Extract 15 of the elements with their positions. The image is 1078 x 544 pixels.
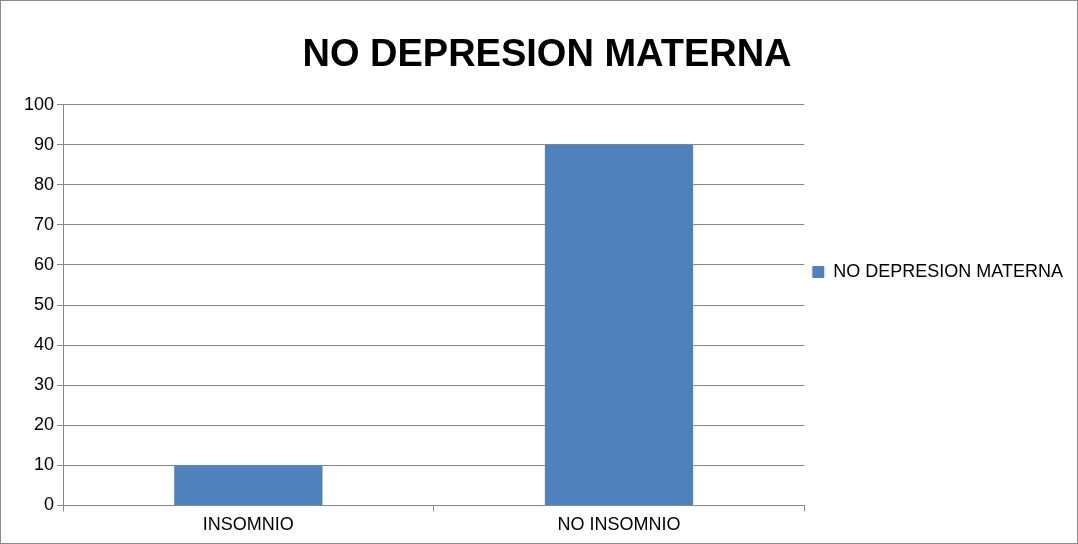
y-tick-label: 0 bbox=[44, 494, 55, 515]
y-tick-label: 40 bbox=[34, 334, 55, 355]
x-tick-label: INSOMNIO bbox=[202, 514, 294, 535]
y-tick-label: 20 bbox=[34, 414, 55, 435]
legend-label: NO DEPRESION MATERNA bbox=[833, 260, 1064, 281]
y-tick-label: 90 bbox=[34, 133, 55, 154]
y-tick-label: 50 bbox=[34, 293, 55, 314]
x-tick-label: NO INSOMNIO bbox=[557, 514, 681, 535]
y-tick-label: 30 bbox=[34, 374, 55, 395]
chart-title: NO DEPRESION MATERNA bbox=[302, 32, 792, 75]
y-tick-label: 70 bbox=[34, 213, 55, 234]
y-tick-label: 10 bbox=[34, 454, 55, 475]
y-tick-label: 80 bbox=[34, 173, 55, 194]
y-tick-label: 100 bbox=[23, 93, 55, 114]
y-tick-label: 60 bbox=[34, 253, 55, 274]
